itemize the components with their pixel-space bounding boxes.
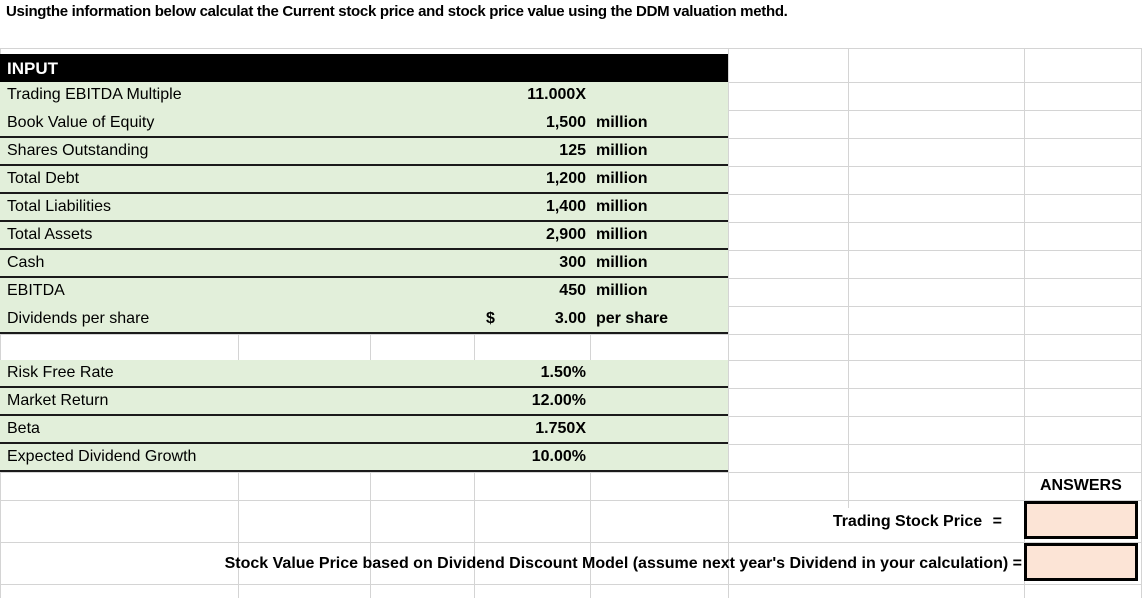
row-unit: million (596, 282, 648, 299)
input-row-shares-outstanding[interactable]: Shares Outstanding 125 million (0, 138, 728, 166)
row-border (0, 414, 728, 416)
row-label: Market Return (7, 392, 109, 409)
currency-symbol: $ (486, 310, 495, 327)
rates-row-market-return[interactable]: Market Return 12.00% (0, 388, 728, 416)
page-title: Usingthe information below calculat the … (6, 3, 788, 20)
ddm-stock-value-answer-cell[interactable] (1024, 543, 1138, 581)
row-label: Total Liabilities (7, 198, 112, 215)
input-row-cash[interactable]: Cash 300 million (0, 250, 728, 278)
row-value: 1,500 (545, 114, 586, 131)
row-value: 1,200 (545, 170, 586, 187)
row-value: 450 (559, 282, 586, 299)
row-value: 1.750X (535, 420, 586, 437)
rates-row-risk-free[interactable]: Risk Free Rate 1.50% (0, 360, 728, 388)
input-row-ebitda[interactable]: EBITDA 450 million (0, 278, 728, 306)
row-unit: per share (596, 310, 669, 327)
row-border (0, 136, 728, 138)
row-border (0, 192, 728, 194)
row-border (0, 248, 728, 250)
input-row-ebitda-multiple[interactable]: Trading EBITDA Multiple 11.000X (0, 82, 728, 110)
row-border (0, 442, 728, 444)
row-unit: million (596, 170, 648, 187)
row-value: 3.00 (554, 310, 586, 327)
row-border (0, 332, 728, 334)
row-label: Trading EBITDA Multiple (7, 86, 182, 103)
row-unit: million (596, 198, 648, 215)
equals-sign: = (992, 513, 1002, 530)
question-ddm-stock-value: Stock Value Price based on Dividend Disc… (225, 555, 1022, 573)
input-row-book-value[interactable]: Book Value of Equity 1,500 million (0, 110, 728, 138)
row-value: 11.000X (527, 86, 586, 103)
row-label: Dividends per share (7, 310, 150, 327)
row-label: Book Value of Equity (7, 114, 155, 131)
row-border (0, 470, 728, 472)
question-trading-stock-price: Trading Stock Price = (833, 513, 1002, 531)
rates-row-beta[interactable]: Beta 1.750X (0, 416, 728, 444)
row-label: Cash (7, 254, 45, 271)
row-border (0, 386, 728, 388)
question-label: Trading Stock Price (832, 513, 983, 530)
question-label: Stock Value Price based on Dividend Disc… (224, 555, 1009, 572)
row-label: Expected Dividend Growth (7, 448, 197, 465)
equals-sign: = (1012, 555, 1022, 572)
row-unit: million (596, 142, 648, 159)
rates-row-dividend-growth[interactable]: Expected Dividend Growth 10.00% (0, 444, 728, 472)
row-unit: million (596, 114, 648, 131)
input-row-total-debt[interactable]: Total Debt 1,200 million (0, 166, 728, 194)
input-header: INPUT (0, 54, 728, 82)
row-label: Shares Outstanding (7, 142, 149, 159)
row-label: Total Assets (7, 226, 93, 243)
input-row-total-assets[interactable]: Total Assets 2,900 million (0, 222, 728, 250)
row-value: 1.50% (540, 364, 586, 381)
row-value: 125 (559, 142, 586, 159)
row-value: 300 (559, 254, 586, 271)
row-label: Total Debt (7, 170, 80, 187)
row-border (0, 276, 728, 278)
row-value: 1,400 (545, 198, 586, 215)
answers-header: ANSWERS (1040, 477, 1122, 494)
input-row-dividends-per-share[interactable]: Dividends per share $ 3.00 per share (0, 306, 728, 334)
trading-stock-price-answer-cell[interactable] (1024, 501, 1138, 539)
row-label: EBITDA (7, 282, 65, 299)
row-border (0, 220, 728, 222)
row-value: 12.00% (531, 392, 586, 409)
row-value: 2,900 (545, 226, 586, 243)
row-value: 10.00% (531, 448, 586, 465)
input-row-total-liabilities[interactable]: Total Liabilities 1,400 million (0, 194, 728, 222)
row-unit: million (596, 226, 648, 243)
row-border (0, 164, 728, 166)
row-unit: million (596, 254, 648, 271)
row-label: Risk Free Rate (7, 364, 114, 381)
row-label: Beta (7, 420, 40, 437)
